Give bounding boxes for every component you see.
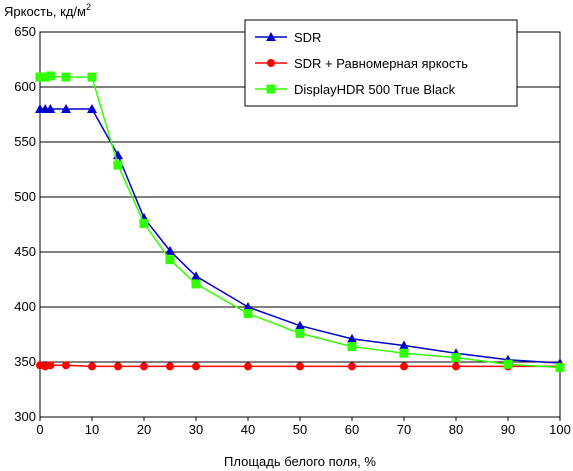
x-tick-label: 70 [397,422,411,437]
data-point [399,348,409,358]
legend-label: SDR + Равномерная яркость [294,56,468,71]
x-tick-label: 0 [36,422,43,437]
data-point [295,328,305,338]
data-point [555,363,565,372]
data-point [166,362,174,371]
x-tick-label: 20 [137,422,151,437]
data-point [192,362,200,371]
y-tick-label: 300 [14,409,36,424]
data-point [61,104,71,113]
x-tick-label: 50 [293,422,307,437]
data-point [40,72,50,82]
data-point [45,104,56,113]
data-point [62,361,70,370]
data-point [45,71,55,81]
x-tick-label: 60 [345,422,359,437]
legend-label: SDR [294,30,321,45]
data-point [87,72,97,82]
y-axis-label: Яркость, кд/м2 [4,2,91,19]
series-line [40,108,561,364]
x-axis-label: Площадь белого поля, % [224,454,376,469]
x-tick-label: 90 [501,422,515,437]
data-point [244,362,252,371]
series-2 [36,361,564,371]
data-point [400,362,408,371]
y-tick-label: 350 [14,354,36,369]
legend-marker [266,32,276,41]
x-tick-label: 30 [189,422,203,437]
series-3 [35,71,565,372]
x-tick-label: 40 [241,422,255,437]
y-tick-label: 450 [14,244,36,259]
legend-marker [267,59,275,67]
data-point [165,255,175,265]
legend-entry: SDR [255,30,321,45]
data-point [61,72,71,82]
data-point [243,302,253,311]
data-point [191,271,201,281]
series-line [39,364,560,368]
legend-label: DisplayHDR 500 True Black [294,82,456,97]
y-tick-label: 600 [14,79,36,94]
data-point [165,245,175,255]
tick-labels: 300 350 400 450 500 550 600 650 0 10 20 30 40 50 60 70 8… [14,24,571,437]
legend-box [244,19,518,107]
grid [40,31,560,418]
data-point [191,279,201,289]
data-point [295,320,305,330]
data-point [139,218,149,228]
series-layer [35,71,565,372]
data-point [399,340,409,350]
data-point [452,362,460,371]
x-tick-label: 80 [449,422,463,437]
y-tick-label: 400 [14,299,36,314]
x-tick-label: 10 [85,422,99,437]
legend-entry: DisplayHDR 500 True Black [255,82,456,97]
data-point [114,362,122,371]
legend-entry: SDR + Равномерная яркость [255,56,468,71]
data-point [46,361,55,370]
data-point [451,353,461,363]
y-tick-label: 650 [14,24,36,39]
series-line [40,75,561,369]
data-point [243,309,253,319]
data-point [88,362,96,371]
data-point [348,362,356,371]
data-point [347,333,357,343]
data-point [35,72,45,82]
legend-marker [266,84,276,94]
y-tick-label: 550 [14,134,36,149]
x-tick-label: 100 [549,422,571,437]
data-point [140,362,148,371]
data-point [113,160,123,170]
series-1 [35,104,565,368]
data-point [87,104,97,113]
data-point [347,342,357,352]
data-point [503,359,513,369]
legend: SDR SDR + Равномерная яркость DisplayHDR 5… [244,19,518,107]
y-tick-label: 500 [14,189,36,204]
data-point [296,362,304,371]
